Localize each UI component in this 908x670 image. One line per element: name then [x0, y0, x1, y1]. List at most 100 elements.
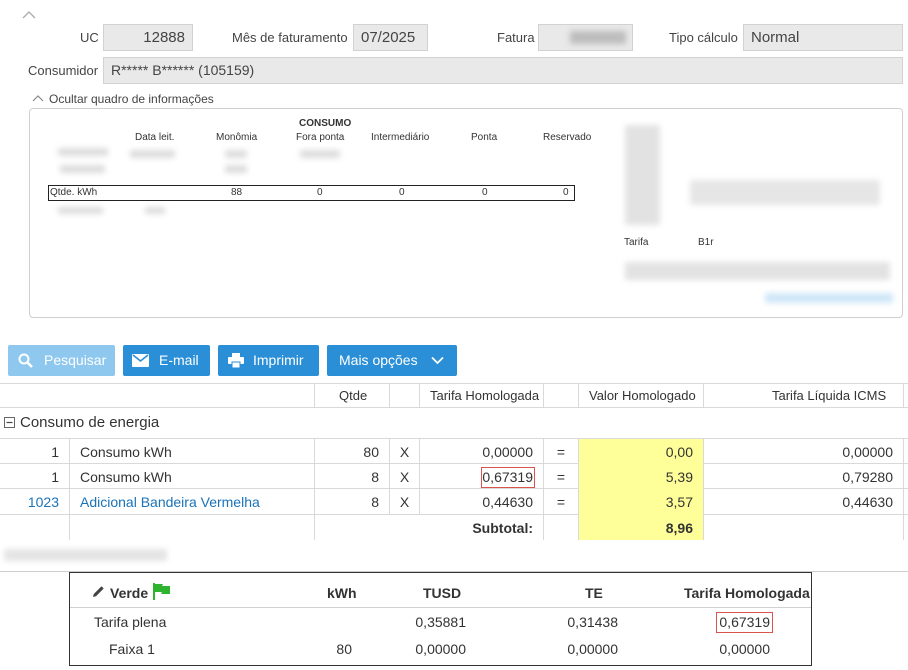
- chevron-down-icon: [431, 356, 444, 365]
- row-qtde: 8: [371, 494, 379, 510]
- col-ponta: Ponta: [471, 132, 498, 143]
- pesquisar-button[interactable]: Pesquisar: [8, 345, 115, 376]
- qtde-fora-ponta: 0: [317, 187, 323, 198]
- row-border: [0, 488, 908, 489]
- row-eq: =: [556, 494, 566, 510]
- row-qtde: 80: [363, 444, 379, 460]
- imprimir-label: Imprimir: [253, 352, 304, 368]
- uc-label: UC: [80, 30, 99, 45]
- row-eq: =: [556, 444, 566, 460]
- redacted-info: [145, 207, 165, 214]
- bandeira-tarifa-highlight-box: [716, 612, 773, 633]
- bandeira-header-kwh: kWh: [327, 585, 357, 601]
- col-divider: [903, 438, 904, 540]
- row-code: 1: [51, 444, 59, 460]
- qtde-label: Qtde. kWh: [50, 187, 98, 198]
- row-border: [0, 463, 908, 464]
- bandeira-row-label: Faixa 1: [109, 641, 155, 657]
- table-header-border: [0, 407, 908, 408]
- qtde-reservado: 0: [563, 187, 569, 198]
- fatura-label: Fatura: [497, 30, 535, 45]
- col-monomia: Monômia: [216, 132, 258, 143]
- pesquisar-label: Pesquisar: [44, 352, 107, 368]
- row-x: X: [399, 444, 410, 460]
- row-liquida: 0,44630: [842, 494, 893, 510]
- group-title: Consumo de energia: [20, 414, 160, 431]
- consumidor-field[interactable]: R***** B****** (105159): [103, 57, 903, 84]
- row-valor: 0,00: [665, 444, 693, 460]
- mais-opcoes-label: Mais opções: [339, 352, 418, 368]
- row-tarifa: 0,67319: [482, 469, 533, 485]
- col-divider: [903, 384, 904, 407]
- consumo-heading: CONSUMO: [299, 118, 352, 129]
- mais-opcoes-button[interactable]: Mais opções: [327, 345, 457, 376]
- tipo-field[interactable]: Normal: [743, 24, 903, 51]
- col-divider: [314, 438, 315, 540]
- bandeira-header-border: [70, 607, 811, 608]
- col-intermediario: Intermediário: [371, 132, 430, 143]
- row-code-link[interactable]: 1023: [27, 494, 59, 510]
- collapse-minus-icon[interactable]: [4, 417, 15, 428]
- bandeira-row-label: Tarifa plena: [94, 614, 167, 630]
- bandeira-row-tusd: 0,35881: [415, 614, 466, 630]
- col-divider: [543, 384, 544, 407]
- header-tarifa: Tarifa Homologada: [430, 388, 540, 403]
- redacted-info: [130, 150, 175, 158]
- qtde-monomia: 88: [231, 187, 243, 198]
- row-qtde: 8: [371, 469, 379, 485]
- col-divider: [543, 438, 544, 540]
- header-liquida: Tarifa Líquida ICMS: [772, 388, 887, 403]
- row-eq: =: [556, 469, 566, 485]
- mes-field[interactable]: 07/2025: [353, 24, 428, 51]
- col-divider: [419, 438, 420, 514]
- mes-label: Mês de faturamento: [232, 30, 348, 45]
- qtde-intermediario: 0: [399, 187, 405, 198]
- tarifa-value: B1r: [698, 237, 714, 248]
- row-liquida: 0,00000: [842, 444, 893, 460]
- group-border: [0, 438, 908, 439]
- valor-highlight: [579, 439, 703, 540]
- row-code: 1: [51, 469, 59, 485]
- bandeira-row-tusd: 0,00000: [415, 641, 466, 657]
- col-divider: [69, 438, 70, 540]
- row-desc-link[interactable]: Adicional Bandeira Vermelha: [80, 494, 260, 510]
- col-divider: [314, 384, 315, 407]
- col-divider: [703, 438, 704, 540]
- tarifa-highlight-box: [481, 467, 535, 488]
- fatura-redacted: [570, 31, 626, 44]
- col-divider: [578, 384, 579, 407]
- redacted-info: [625, 262, 890, 280]
- row-desc: Consumo kWh: [80, 444, 172, 460]
- header-valor: Valor Homologado: [589, 388, 696, 403]
- collapse-chevron-icon[interactable]: [22, 10, 36, 20]
- col-divider: [389, 438, 390, 514]
- bandeira-header-tarifa: Tarifa Homologada: [684, 585, 810, 601]
- redacted-info: [60, 165, 105, 173]
- uc-field[interactable]: 12888: [103, 24, 193, 51]
- bandeira-title: Verde: [110, 585, 149, 601]
- redacted-info: [625, 125, 660, 225]
- col-divider: [703, 384, 704, 407]
- pencil-icon[interactable]: [92, 585, 105, 598]
- col-reservado: Reservado: [543, 132, 592, 143]
- chevron-up-icon[interactable]: [32, 94, 44, 103]
- tarifa-label: Tarifa: [624, 237, 649, 248]
- qtde-ponta: 0: [482, 187, 488, 198]
- redacted-info: [690, 180, 880, 205]
- mail-icon: [132, 354, 149, 367]
- bandeira-header-tusd: TUSD: [423, 585, 462, 601]
- redacted-info: [225, 165, 247, 173]
- info-toggle[interactable]: Ocultar quadro de informações: [49, 92, 214, 106]
- col-data-leit: Data leit.: [135, 132, 175, 143]
- search-icon: [18, 353, 33, 368]
- col-divider: [389, 384, 390, 407]
- bandeira-row-te: 0,31438: [567, 614, 618, 630]
- section-divider: [0, 571, 908, 572]
- email-button[interactable]: E-mail: [123, 345, 210, 376]
- col-divider: [578, 438, 579, 540]
- printer-icon: [228, 353, 244, 368]
- imprimir-button[interactable]: Imprimir: [218, 345, 319, 376]
- subtotal-label: Subtotal:: [472, 520, 533, 536]
- row-liquida: 0,79280: [842, 469, 893, 485]
- table-top-border: [0, 383, 908, 384]
